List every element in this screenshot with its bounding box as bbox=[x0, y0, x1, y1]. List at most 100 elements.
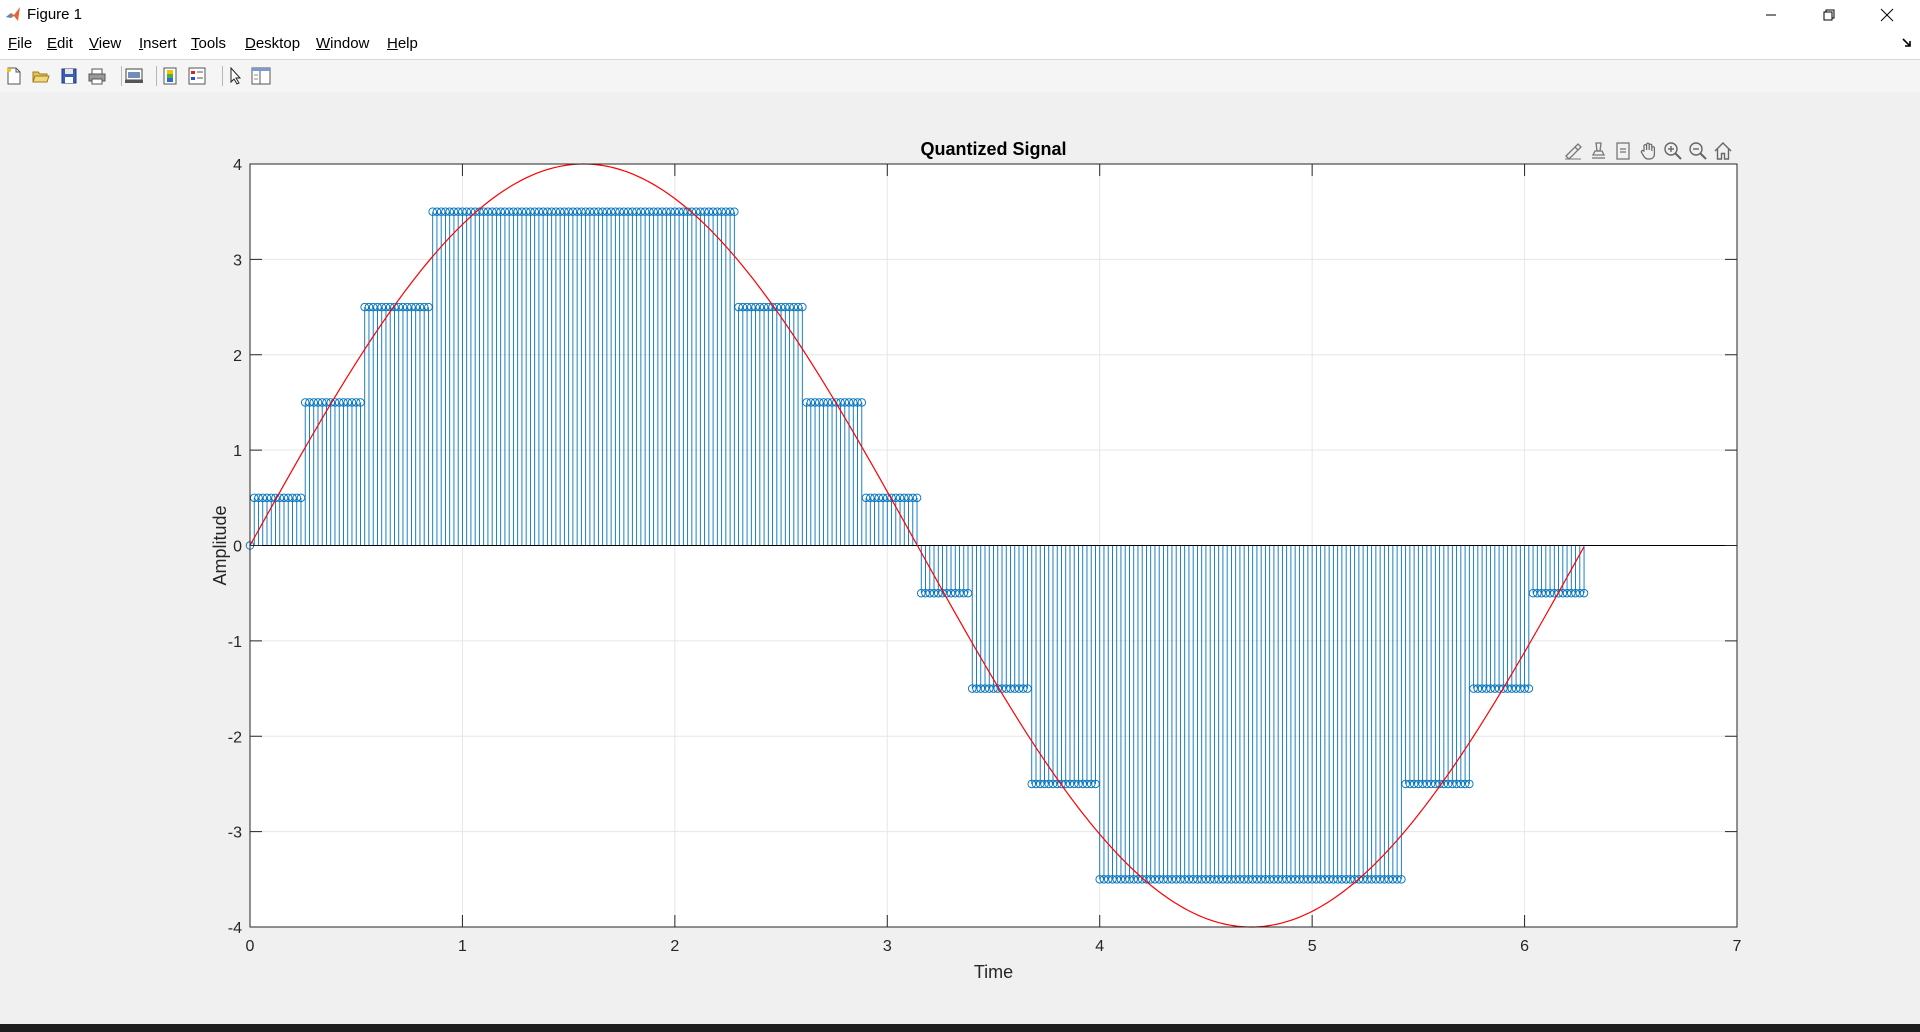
stem-marker bbox=[912, 493, 922, 503]
menu-insert[interactable]: Insert bbox=[139, 35, 177, 52]
x-tick-label: 6 bbox=[1520, 938, 1529, 955]
menu-desktop[interactable]: Desktop bbox=[245, 35, 300, 52]
save-button[interactable] bbox=[58, 65, 80, 87]
menu-insert-label: nsert bbox=[143, 35, 177, 52]
stem-marker bbox=[1579, 588, 1589, 598]
y-tick-label: -2 bbox=[228, 729, 242, 746]
x-tick-label: 2 bbox=[670, 938, 679, 955]
menu-window-mnemonic: W bbox=[316, 35, 331, 52]
zoom-in-icon bbox=[1664, 142, 1682, 160]
menu-help[interactable]: Help bbox=[387, 35, 418, 52]
menu-tools-mnemonic: T bbox=[191, 35, 199, 52]
menu-view[interactable]: View bbox=[89, 35, 121, 52]
zoom-in-button[interactable] bbox=[1662, 140, 1684, 162]
menu-window[interactable]: Window bbox=[316, 35, 369, 52]
menu-view-mnemonic: V bbox=[89, 35, 99, 52]
rotate-button[interactable] bbox=[1612, 140, 1634, 162]
brush-icon bbox=[1565, 143, 1582, 160]
link-plot-button[interactable] bbox=[123, 65, 145, 87]
toolbar-separator bbox=[156, 66, 157, 86]
x-tick-label: 4 bbox=[1095, 938, 1104, 955]
home-icon bbox=[1714, 142, 1732, 160]
plot-title: Quantized Signal bbox=[920, 139, 1066, 159]
stem-marker bbox=[730, 207, 739, 216]
restore-view-button[interactable] bbox=[1712, 140, 1734, 162]
stem-marker bbox=[857, 398, 867, 407]
figure-canvas: 0 1 2 3 4 5 6 7 -4 -3 -2 -1 0 1 2 3 4 Quantized Signal T… bbox=[0, 92, 1920, 1024]
y-tick-label: 4 bbox=[233, 157, 242, 174]
y-tick-label: -4 bbox=[228, 920, 242, 937]
window-title: Figure 1 bbox=[27, 6, 83, 23]
menu-insert-mnemonic: I bbox=[139, 35, 144, 52]
data-tips-button[interactable] bbox=[1587, 140, 1609, 162]
edit-plot-button[interactable] bbox=[224, 65, 246, 87]
print-button[interactable] bbox=[86, 65, 108, 87]
y-tick-label: 2 bbox=[233, 348, 242, 365]
y-axis-label: Amplitude bbox=[210, 505, 230, 585]
menu-help-mnemonic: H bbox=[387, 35, 398, 52]
new-figure-button[interactable] bbox=[3, 65, 25, 87]
toolbar-separator bbox=[121, 66, 122, 86]
menu-view-label: iew bbox=[98, 35, 122, 52]
axes-toolbar bbox=[1562, 140, 1742, 164]
menu-tools[interactable]: Tools bbox=[191, 35, 226, 52]
x-tick-label: 0 bbox=[246, 938, 255, 955]
menu-desktop-mnemonic: D bbox=[245, 35, 256, 52]
y-tick-label: 1 bbox=[233, 443, 242, 460]
insert-legend-button[interactable] bbox=[186, 65, 208, 87]
menu-tools-label: ools bbox=[198, 35, 227, 52]
close-button[interactable] bbox=[1858, 0, 1916, 29]
stem-marker bbox=[798, 302, 807, 312]
menu-help-label: elp bbox=[397, 35, 418, 52]
insert-colorbar-button[interactable] bbox=[159, 65, 181, 87]
toolbar-separator bbox=[222, 66, 223, 86]
title-bar: Figure 1 bbox=[0, 0, 1920, 29]
legend-icon bbox=[188, 67, 206, 85]
minimize-button[interactable] bbox=[1742, 0, 1800, 29]
save-icon bbox=[61, 68, 77, 84]
x-tick-label: 7 bbox=[1733, 938, 1742, 955]
menu-edit[interactable]: Edit bbox=[47, 35, 73, 52]
zoom-out-button[interactable] bbox=[1687, 140, 1709, 162]
edit-plot-icon bbox=[230, 67, 242, 85]
rotate-icon bbox=[1616, 142, 1630, 160]
close-icon bbox=[1880, 8, 1894, 21]
restore-icon bbox=[1823, 9, 1835, 20]
chart[interactable]: 0 1 2 3 4 5 6 7 -4 -3 -2 -1 0 1 2 3 4 Quantized Signal T… bbox=[0, 92, 1920, 1024]
property-inspector-icon bbox=[251, 67, 271, 85]
menu-file-mnemonic: F bbox=[8, 35, 18, 52]
window-bottom-edge bbox=[0, 1024, 1920, 1032]
x-tick-label: 5 bbox=[1308, 938, 1317, 955]
data-tips-icon bbox=[1591, 142, 1606, 159]
y-tick-label: 3 bbox=[233, 252, 242, 269]
property-inspector-button[interactable] bbox=[250, 65, 272, 87]
menu-desktop-label: esktop bbox=[255, 35, 301, 52]
open-file-icon bbox=[32, 71, 50, 83]
x-tick-label: 3 bbox=[883, 938, 892, 955]
y-tick-label: -1 bbox=[228, 634, 242, 651]
matlab-logo-icon bbox=[6, 7, 20, 21]
x-axis-label: Time bbox=[974, 962, 1013, 982]
menu-edit-label: dit bbox=[57, 35, 73, 52]
menu-file[interactable]: File bbox=[8, 35, 32, 52]
stem-marker bbox=[1465, 779, 1474, 789]
print-icon bbox=[88, 68, 106, 85]
y-tick-label: -3 bbox=[228, 825, 242, 842]
y-tick-label: 0 bbox=[233, 539, 242, 556]
restore-button[interactable] bbox=[1800, 0, 1858, 29]
minimize-icon bbox=[1766, 14, 1776, 15]
zoom-out-icon bbox=[1689, 142, 1707, 160]
open-file-button[interactable] bbox=[30, 65, 52, 87]
link-plot-icon bbox=[125, 68, 143, 83]
brush-button[interactable] bbox=[1562, 140, 1584, 162]
figure-toolbar bbox=[0, 59, 1920, 93]
stem-marker bbox=[1524, 684, 1534, 693]
new-figure-icon bbox=[7, 67, 21, 85]
colorbar-icon bbox=[163, 67, 177, 85]
menu-file-label: ile bbox=[17, 35, 33, 52]
menu-window-label: indow bbox=[330, 35, 370, 52]
sine-curve bbox=[249, 163, 1585, 928]
dock-figure-icon[interactable] bbox=[1900, 36, 1914, 50]
pan-button[interactable] bbox=[1637, 140, 1659, 162]
